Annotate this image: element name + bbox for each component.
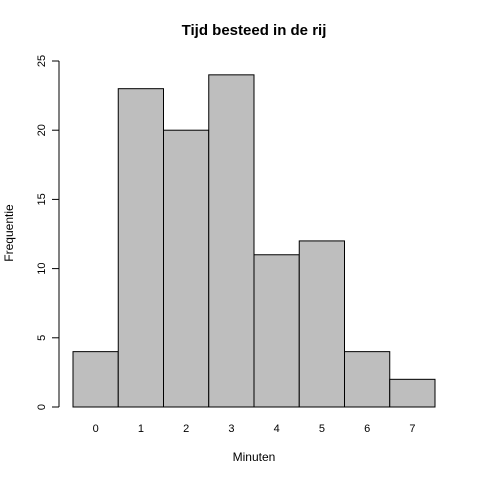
x-tick-label-2: 2	[183, 423, 189, 435]
x-axis-title: Minuten	[233, 450, 276, 464]
x-tick-label-6: 6	[364, 423, 370, 435]
x-tick-label-3: 3	[228, 423, 234, 435]
bar-4	[253, 254, 300, 408]
y-axis-title: Frequentie	[2, 204, 16, 262]
bar-5	[298, 240, 345, 408]
bars-group	[72, 74, 436, 408]
x-tick-label-0: 0	[93, 423, 99, 435]
y-tick-label-5: 5	[36, 335, 48, 341]
x-tick-label-5: 5	[319, 423, 325, 435]
bar-3	[208, 74, 255, 408]
y-axis: 0 5 10 15 20 25	[36, 55, 60, 410]
x-axis-labels: 0 1 2 3 4 5 6 7	[93, 423, 416, 435]
chart-title: Tijd besteed in de rij	[182, 22, 327, 39]
bar-7	[389, 378, 436, 408]
x-tick-label-7: 7	[409, 423, 415, 435]
y-tick-label-0: 0	[36, 404, 48, 410]
x-tick-label-1: 1	[138, 423, 144, 435]
y-tick-label-10: 10	[36, 262, 48, 274]
y-tick-label-25: 25	[36, 55, 48, 67]
bar-1	[117, 88, 164, 408]
y-tick-label-15: 15	[36, 193, 48, 205]
bar-0	[72, 351, 119, 408]
bar-6	[344, 351, 391, 408]
x-tick-label-4: 4	[274, 423, 280, 435]
bar-2	[163, 129, 210, 408]
y-tick-label-20: 20	[36, 124, 48, 136]
